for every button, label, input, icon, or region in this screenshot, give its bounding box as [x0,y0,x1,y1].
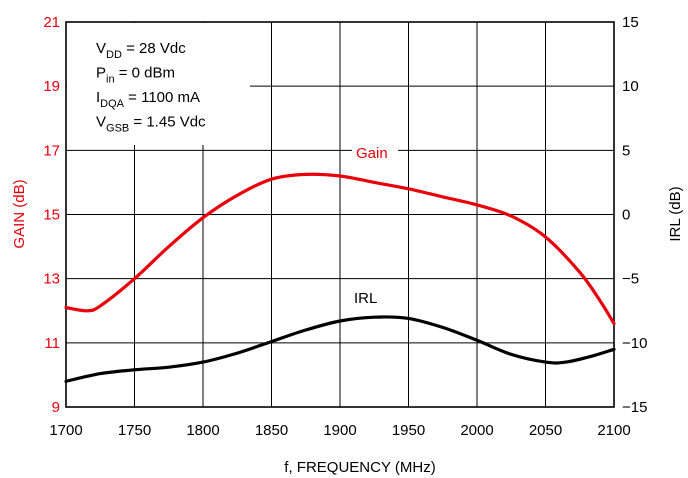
right-tick-label: −10 [622,335,647,352]
left-tick-label: 19 [43,78,60,95]
irl-series-label: IRL [354,290,377,307]
condition-line: VGSB = 1.45 Vdc [96,114,206,135]
left-tick-label: 17 [43,142,60,159]
series-layer [64,172,616,383]
x-tick-label: 2100 [597,422,630,439]
gain-label-bg [352,142,398,162]
right-axis-title: IRL (dB) [667,186,684,241]
right-tick-label: −5 [622,271,639,288]
irl-series-line [64,315,616,383]
right-tick-label: 15 [622,14,639,31]
left-tick-label: 15 [43,207,60,224]
x-tick-label: 1700 [49,422,82,439]
gain-series-label: Gain [356,145,388,162]
x-axis-title: f, FREQUENCY (MHz) [284,459,435,476]
x-tick-label: 1850 [255,422,288,439]
left-axis-title: GAIN (dB) [11,179,28,248]
left-tick-label: 13 [43,271,60,288]
condition-line: IDQA = 1100 mA [96,89,200,110]
x-tick-label: 1750 [118,422,151,439]
right-tick-label: 10 [622,78,639,95]
right-tick-label: −15 [622,399,647,416]
condition-line: Pin = 0 dBm [96,65,175,86]
left-tick-label: 9 [52,399,60,416]
x-tick-label: 2000 [460,422,493,439]
condition-line: VDD = 28 Vdc [96,40,186,61]
right-tick-label: 0 [622,207,630,224]
test-conditions-box: VDD = 28 Vdc Pin = 0 dBm IDQA = 1100 mA VGS… [67,23,250,145]
x-tick-label: 2050 [529,422,562,439]
x-tick-label: 1950 [392,422,425,439]
right-tick-label: 5 [622,142,630,159]
left-tick-label: 21 [43,14,60,31]
x-tick-label: 1800 [186,422,219,439]
tick-labels: 1700 1750 1800 1850 1900 1950 2000 2050 21009111… [43,14,647,439]
left-tick-label: 11 [44,335,60,352]
x-tick-label: 1900 [323,422,356,439]
gain-series-line [64,172,616,326]
plot-frame [65,21,615,408]
conditions-background [67,23,250,145]
